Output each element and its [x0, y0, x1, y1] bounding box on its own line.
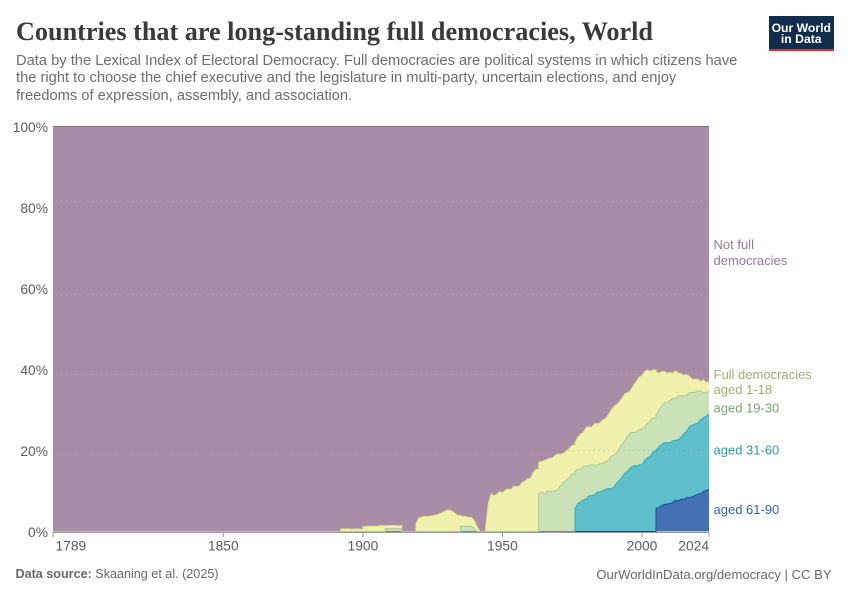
svg-text:20%: 20% — [20, 444, 48, 459]
svg-text:2024: 2024 — [678, 539, 709, 554]
svg-text:aged 19-30: aged 19-30 — [714, 400, 780, 415]
svg-text:1900: 1900 — [348, 539, 379, 554]
svg-text:80%: 80% — [20, 201, 48, 216]
svg-text:100%: 100% — [13, 120, 48, 135]
svg-text:60%: 60% — [20, 282, 48, 297]
svg-text:Full democracies: Full democracies — [714, 367, 813, 382]
svg-text:40%: 40% — [20, 363, 48, 378]
svg-text:democracies: democracies — [714, 253, 788, 268]
svg-text:aged 1-18: aged 1-18 — [714, 382, 773, 397]
svg-text:1950: 1950 — [487, 539, 518, 554]
svg-text:aged 61-90: aged 61-90 — [714, 502, 780, 517]
svg-text:1850: 1850 — [208, 539, 239, 554]
svg-text:aged 31-60: aged 31-60 — [714, 442, 780, 457]
svg-text:0%: 0% — [28, 525, 48, 540]
svg-text:Not full: Not full — [714, 237, 755, 252]
svg-text:1789: 1789 — [56, 539, 87, 554]
svg-text:2000: 2000 — [627, 539, 658, 554]
